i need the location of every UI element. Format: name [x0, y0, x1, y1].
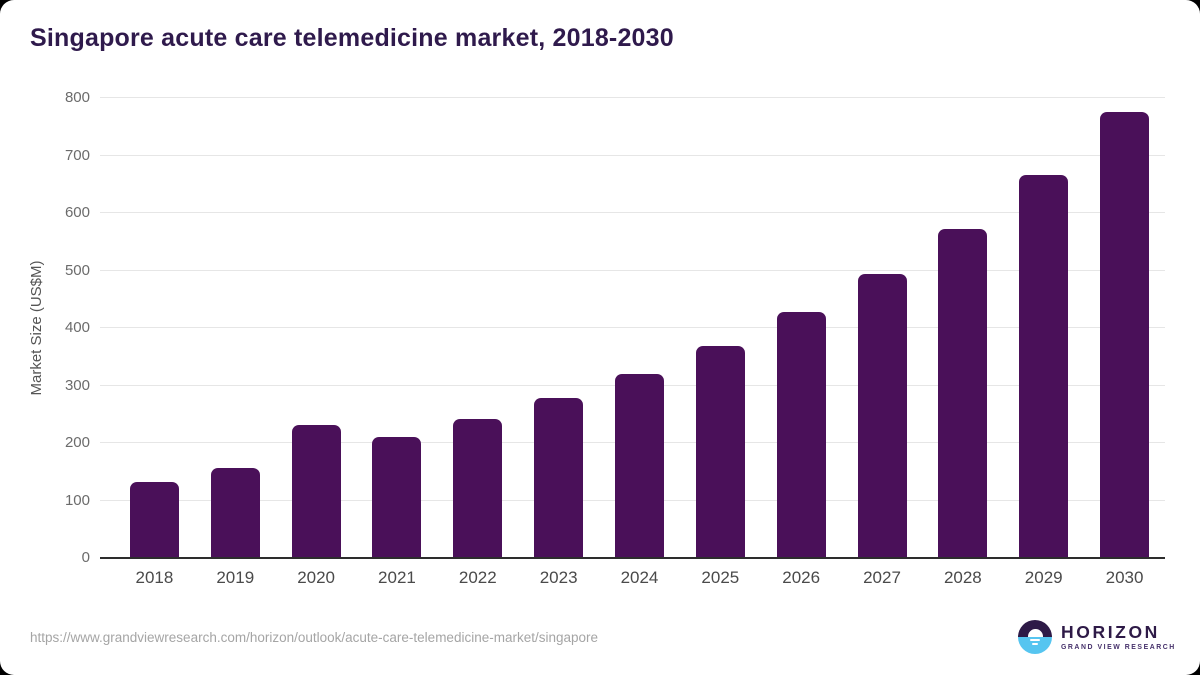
bar-2023 [534, 398, 584, 558]
bar-2020 [291, 424, 341, 558]
gridline [100, 154, 1165, 156]
bar-2024 [614, 374, 664, 558]
sunset-over-water-icon [1018, 620, 1052, 654]
gridline [100, 327, 1165, 328]
y-tick-label: 500 [64, 261, 90, 279]
x-axis-line [100, 557, 1165, 559]
x-axis-labels: 2018 2019 2020 2021 2022 2023 2024 2025 2026 2027… [100, 568, 1165, 588]
y-tick-label: 800 [64, 89, 90, 106]
bar-2022 [453, 418, 503, 558]
water-ripple [1032, 643, 1038, 645]
x-tick-label: 2030 [1105, 568, 1144, 587]
y-tick-label: 700 [64, 146, 90, 164]
x-tick-label: 2029 [1024, 568, 1063, 587]
bar-2029 [1019, 175, 1069, 558]
x-tick-label: 2025 [701, 568, 740, 587]
chart-title: Singapore acute care telemedicine market… [30, 24, 674, 52]
x-tick-label: 2021 [378, 568, 416, 587]
gridline [100, 212, 1165, 213]
y-tick-label: 400 [64, 319, 90, 336]
logo-title: HORIZON [1061, 622, 1160, 642]
y-tick-label: 600 [64, 204, 90, 221]
x-tick-label: 2023 [539, 568, 578, 587]
x-tick-label: 2020 [297, 568, 336, 587]
x-tick-label: 2026 [782, 568, 821, 587]
x-tick-label: 2024 [620, 568, 659, 587]
logo-text: HORIZON GRAND VIEW RESEARCH [1061, 622, 1176, 652]
horizon-logo: HORIZON GRAND VIEW RESEARCH [1018, 620, 1176, 654]
y-axis-ticks: 0 100 200 300 400 500 600 700 800 [30, 89, 90, 566]
y-tick-label: 0 [81, 549, 90, 566]
plot-area [100, 97, 1165, 559]
bar-2025 [695, 345, 745, 558]
y-tick-label: 200 [64, 434, 90, 451]
bar-2021 [372, 437, 422, 558]
x-tick-label: 2018 [135, 568, 174, 587]
bar-2018 [129, 481, 179, 558]
bar-2019 [210, 468, 260, 558]
y-tick-label: 100 [64, 491, 90, 509]
logo-subtitle: GRAND VIEW RESEARCH [1061, 644, 1176, 651]
x-tick-label: 2019 [216, 568, 255, 587]
bar-2030 [1100, 112, 1150, 558]
y-tick-label: 300 [64, 376, 90, 394]
bar-2027 [857, 273, 907, 558]
bars-row [100, 98, 1165, 558]
water-ripple [1030, 639, 1040, 641]
gridline [100, 97, 1165, 98]
x-tick-label: 2022 [458, 568, 497, 587]
source-url: https://www.grandviewresearch.com/horizo… [30, 630, 599, 645]
bar-2028 [938, 229, 988, 558]
x-tick-label: 2028 [943, 568, 982, 587]
x-tick-label: 2027 [863, 568, 901, 587]
sun-shape [1027, 629, 1043, 644]
gridline [100, 269, 1165, 271]
bar-2026 [776, 311, 826, 558]
